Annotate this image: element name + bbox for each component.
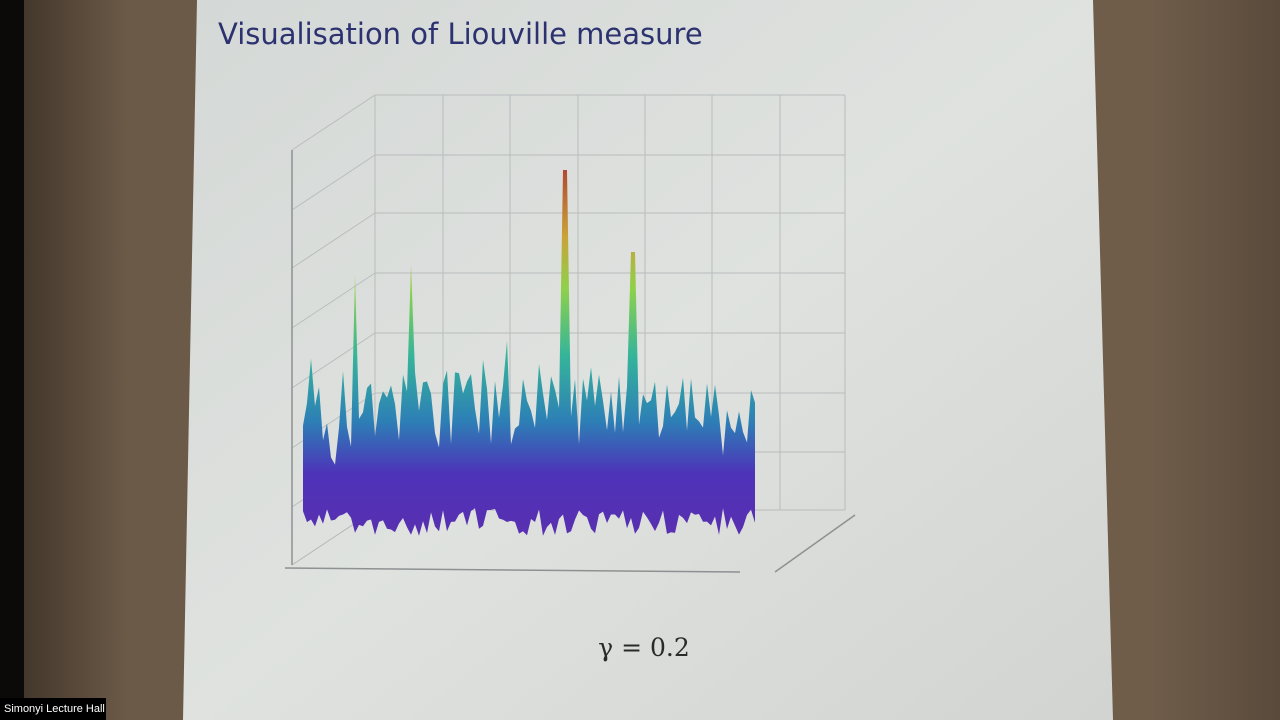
overlay-label: Simonyi Lecture Hall [4, 703, 105, 715]
projected-slide [183, 0, 1113, 720]
surface-plot [303, 170, 755, 536]
grid-line [291, 94, 376, 151]
x-axis [284, 567, 741, 573]
grid-line [291, 332, 376, 389]
slide-caption: γ = 0.2 [598, 633, 690, 662]
plot-axes [284, 150, 856, 573]
grid-line [291, 154, 376, 211]
left-edge [0, 0, 24, 720]
grid-line [291, 212, 376, 269]
overlay-box [0, 698, 106, 720]
slide-title: Visualisation of Liouville measure [218, 17, 703, 51]
y-axis [774, 514, 856, 573]
grid-line [291, 272, 376, 329]
